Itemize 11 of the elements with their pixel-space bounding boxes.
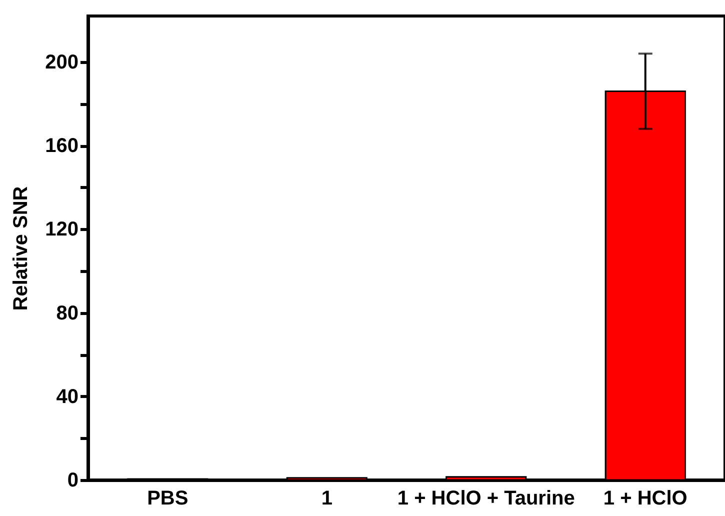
y-tick-label: 160 xyxy=(45,135,78,158)
x-tick-label: 1 xyxy=(321,488,332,510)
x-tick-label: 1 + HClO + Taurine xyxy=(397,488,575,510)
y-axis-title: Relative SNR xyxy=(10,186,32,311)
y-tick-label: 200 xyxy=(45,51,78,74)
y-tick-label: 80 xyxy=(56,302,78,324)
y-tick-label: 120 xyxy=(45,218,78,241)
y-tick-label: 0 xyxy=(67,470,78,492)
y-tick-label: 40 xyxy=(56,386,78,408)
x-tick-label: PBS xyxy=(147,488,188,510)
x-tick-label: 1 + HClO xyxy=(603,488,688,510)
